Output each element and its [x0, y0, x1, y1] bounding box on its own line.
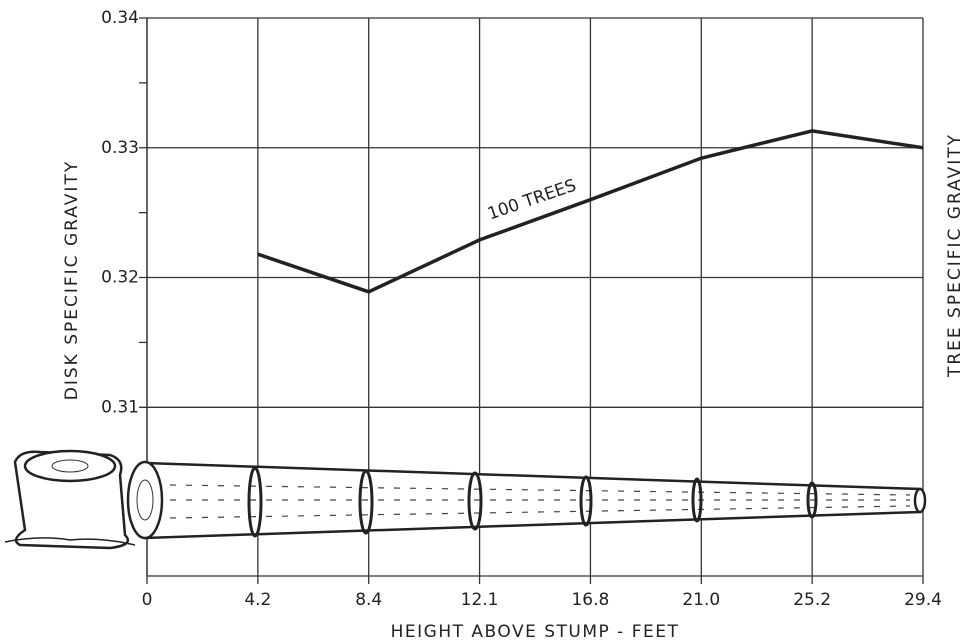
y-tick-label: 0.31 — [101, 397, 139, 417]
x-tick-label: 29.4 — [904, 590, 942, 610]
stump-top — [23, 449, 117, 483]
log-tip — [913, 487, 927, 514]
x-tick-label: 21.0 — [682, 590, 720, 610]
y-tick-label: 0.33 — [101, 138, 139, 158]
ground — [4, 537, 136, 546]
x-tick-label: 4.2 — [244, 590, 271, 610]
log-texture — [169, 484, 911, 496]
data-line — [257, 129, 924, 294]
x-tick-label: 25.2 — [793, 590, 831, 610]
log-joints — [247, 466, 818, 538]
stump-ring — [51, 459, 89, 473]
x-tick-label: 16.8 — [571, 590, 609, 610]
y2-axis-label: TREE SPECIFIC GRAVITY — [945, 133, 965, 378]
x-tick-label: 8.4 — [355, 590, 382, 610]
y-tick-label: 0.34 — [101, 8, 139, 28]
x-tick-label: 0 — [142, 590, 153, 610]
y-axis-label: DISK SPECIFIC GRAVITY — [62, 160, 82, 400]
log-ring — [136, 479, 154, 521]
log-texture — [169, 505, 911, 519]
log-end — [126, 460, 164, 540]
y-tick-label: 0.32 — [101, 268, 139, 288]
x-tick-label: 12.1 — [461, 590, 499, 610]
log-illustration — [4, 449, 927, 550]
x-axis-label: HEIGHT ABOVE STUMP - FEET — [391, 622, 680, 642]
annotation: 100 TREES — [485, 176, 579, 225]
